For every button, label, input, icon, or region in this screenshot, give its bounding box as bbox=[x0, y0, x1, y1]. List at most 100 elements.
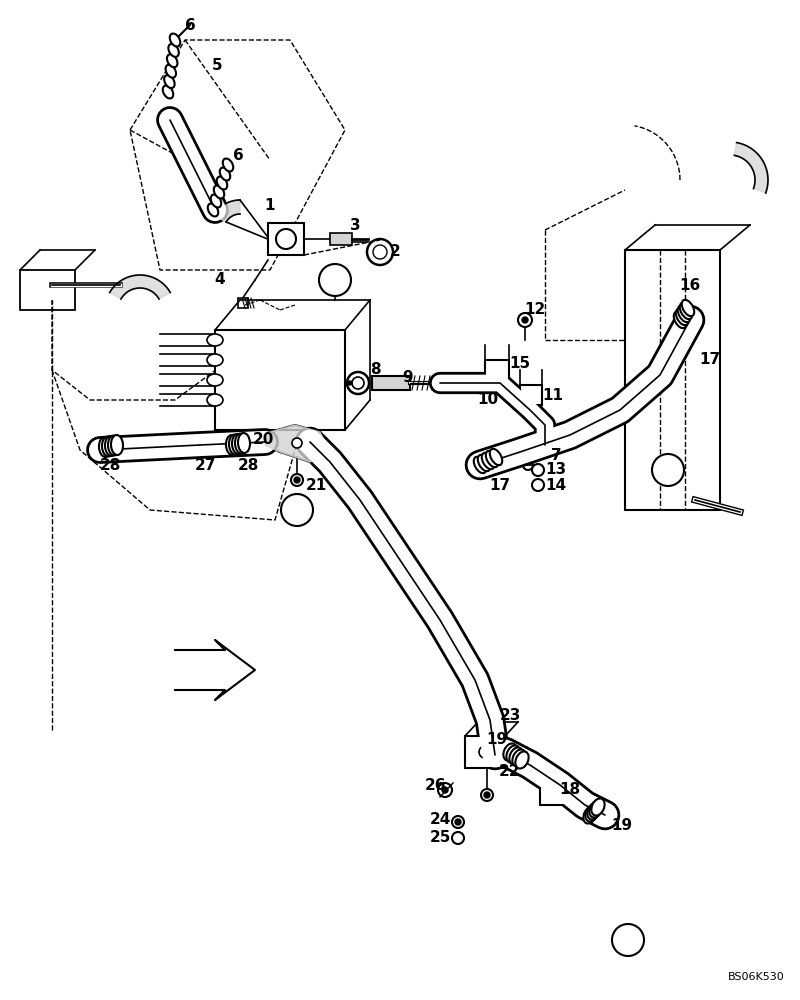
Ellipse shape bbox=[210, 195, 222, 207]
Circle shape bbox=[442, 787, 448, 793]
Circle shape bbox=[532, 464, 544, 476]
Text: 11: 11 bbox=[542, 387, 563, 402]
Circle shape bbox=[291, 474, 303, 486]
Text: 6: 6 bbox=[233, 147, 243, 162]
Circle shape bbox=[292, 438, 302, 448]
Ellipse shape bbox=[207, 334, 223, 346]
Polygon shape bbox=[734, 143, 768, 193]
Ellipse shape bbox=[217, 177, 227, 189]
Bar bbox=[215, 330, 345, 430]
Text: 24: 24 bbox=[430, 812, 450, 828]
Ellipse shape bbox=[207, 354, 223, 366]
Ellipse shape bbox=[167, 54, 178, 67]
Text: 14: 14 bbox=[546, 478, 566, 492]
Text: 7: 7 bbox=[550, 448, 562, 462]
Text: 19: 19 bbox=[486, 732, 507, 748]
Text: B: B bbox=[622, 932, 634, 948]
Ellipse shape bbox=[222, 159, 234, 171]
Circle shape bbox=[455, 819, 461, 825]
Circle shape bbox=[479, 746, 491, 758]
Ellipse shape bbox=[220, 168, 230, 180]
Text: B: B bbox=[662, 462, 674, 478]
Polygon shape bbox=[265, 425, 330, 462]
Ellipse shape bbox=[108, 436, 120, 455]
Ellipse shape bbox=[682, 300, 694, 316]
Ellipse shape bbox=[474, 457, 486, 473]
Text: 15: 15 bbox=[510, 356, 530, 370]
Text: 19: 19 bbox=[611, 818, 633, 832]
Ellipse shape bbox=[583, 806, 597, 824]
Ellipse shape bbox=[208, 204, 218, 216]
Text: 2: 2 bbox=[390, 244, 400, 259]
Text: 9: 9 bbox=[402, 370, 414, 385]
Bar bbox=[238, 298, 248, 308]
Ellipse shape bbox=[232, 434, 244, 454]
Bar bbox=[372, 376, 410, 390]
Ellipse shape bbox=[503, 743, 517, 761]
Text: BS06K530: BS06K530 bbox=[728, 972, 785, 982]
Ellipse shape bbox=[482, 453, 494, 469]
Text: A: A bbox=[291, 502, 303, 518]
Circle shape bbox=[438, 783, 452, 797]
Text: 6: 6 bbox=[185, 17, 195, 32]
Ellipse shape bbox=[486, 451, 498, 467]
Circle shape bbox=[294, 477, 300, 483]
Text: 28: 28 bbox=[238, 458, 258, 473]
Ellipse shape bbox=[506, 745, 520, 763]
Ellipse shape bbox=[170, 34, 180, 46]
Ellipse shape bbox=[105, 436, 117, 456]
Text: 13: 13 bbox=[546, 462, 566, 478]
Circle shape bbox=[452, 816, 464, 828]
Ellipse shape bbox=[207, 394, 223, 406]
Polygon shape bbox=[110, 275, 170, 299]
Circle shape bbox=[481, 789, 493, 801]
Text: 4: 4 bbox=[214, 272, 226, 288]
Text: 3: 3 bbox=[350, 218, 360, 232]
Bar bbox=[465, 736, 505, 768]
Ellipse shape bbox=[678, 306, 690, 322]
Bar bbox=[520, 385, 542, 405]
Circle shape bbox=[522, 317, 528, 323]
Ellipse shape bbox=[587, 802, 601, 820]
Ellipse shape bbox=[591, 798, 605, 816]
Bar bbox=[330, 233, 352, 245]
Bar bbox=[540, 783, 566, 805]
Circle shape bbox=[652, 454, 684, 486]
Bar bbox=[625, 250, 720, 510]
Circle shape bbox=[532, 479, 544, 491]
Ellipse shape bbox=[512, 749, 526, 767]
Ellipse shape bbox=[162, 86, 174, 98]
Ellipse shape bbox=[229, 435, 241, 454]
Ellipse shape bbox=[102, 437, 114, 456]
Ellipse shape bbox=[586, 804, 598, 822]
Text: 25: 25 bbox=[430, 830, 450, 846]
Circle shape bbox=[518, 313, 532, 327]
Text: A: A bbox=[329, 272, 341, 288]
Ellipse shape bbox=[235, 434, 247, 453]
Text: 18: 18 bbox=[559, 782, 581, 798]
Polygon shape bbox=[175, 640, 255, 700]
Ellipse shape bbox=[226, 435, 238, 455]
Ellipse shape bbox=[111, 435, 123, 455]
Circle shape bbox=[484, 792, 490, 798]
Text: 12: 12 bbox=[524, 302, 546, 318]
Ellipse shape bbox=[166, 65, 176, 78]
Ellipse shape bbox=[590, 800, 602, 818]
Circle shape bbox=[276, 229, 296, 249]
Text: 28: 28 bbox=[99, 458, 121, 473]
Ellipse shape bbox=[164, 75, 174, 88]
Ellipse shape bbox=[207, 374, 223, 386]
Ellipse shape bbox=[515, 751, 529, 769]
Ellipse shape bbox=[214, 186, 224, 198]
Ellipse shape bbox=[478, 455, 490, 471]
Polygon shape bbox=[214, 200, 240, 222]
Circle shape bbox=[612, 924, 644, 956]
Text: 5: 5 bbox=[212, 57, 222, 73]
Text: 17: 17 bbox=[699, 353, 721, 367]
Ellipse shape bbox=[99, 437, 111, 457]
Bar bbox=[268, 223, 304, 255]
Text: 1: 1 bbox=[265, 198, 275, 213]
Text: 22: 22 bbox=[499, 764, 521, 780]
Ellipse shape bbox=[676, 309, 688, 325]
Bar bbox=[485, 360, 509, 382]
